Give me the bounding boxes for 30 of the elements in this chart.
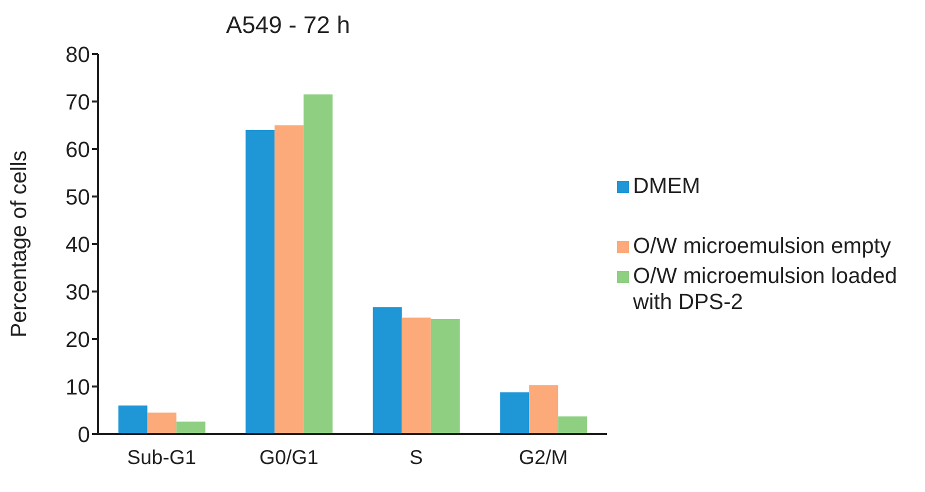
x-tick-label: G0/G1 <box>259 447 318 470</box>
chart-title: A549 - 72 h <box>224 12 352 40</box>
y-tick-label: 10 <box>66 374 90 400</box>
y-tick-label: 80 <box>66 42 90 67</box>
bar <box>558 416 588 434</box>
y-axis-title: Percentage of cells <box>6 150 31 338</box>
bar <box>176 422 206 434</box>
bar <box>402 318 431 434</box>
bar <box>529 385 558 434</box>
y-tick-label: 40 <box>66 232 90 257</box>
bar <box>147 412 176 434</box>
legend-label: O/W microemulsion empty <box>633 233 891 259</box>
bar <box>430 319 460 434</box>
x-tick-label: Sub-G1 <box>127 447 196 470</box>
bar <box>372 307 402 434</box>
bar <box>304 94 333 434</box>
bar <box>246 130 275 434</box>
y-tick-label: 20 <box>66 326 90 352</box>
bar <box>118 406 148 434</box>
legend-label: O/W microemulsion loaded with DPS-2 <box>633 263 898 315</box>
x-tick-label: G2/M <box>518 447 568 470</box>
bar <box>500 392 530 434</box>
y-tick-label: 30 <box>66 279 90 304</box>
legend-label: DMEM <box>633 173 700 199</box>
y-tick-label: 60 <box>66 136 90 162</box>
bar <box>274 125 304 434</box>
y-tick-label: 0 <box>78 422 90 447</box>
x-tick-label: S <box>409 447 423 470</box>
y-tick-label: 70 <box>66 89 90 114</box>
y-tick-label: 50 <box>66 184 90 210</box>
